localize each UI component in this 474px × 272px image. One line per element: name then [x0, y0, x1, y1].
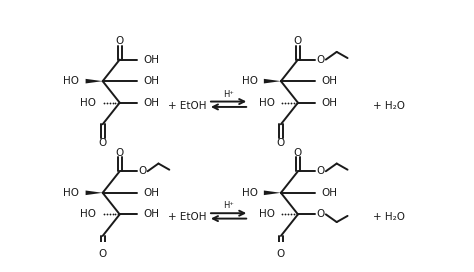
Polygon shape [86, 79, 103, 84]
Text: HO: HO [81, 209, 96, 219]
Text: O: O [138, 166, 146, 176]
Text: OH: OH [321, 188, 337, 198]
Text: + EtOH: + EtOH [168, 212, 206, 222]
Text: + EtOH: + EtOH [168, 101, 206, 111]
Text: H⁺: H⁺ [223, 201, 234, 210]
Text: O: O [277, 138, 285, 148]
Text: O: O [317, 55, 325, 64]
Text: HO: HO [242, 188, 258, 198]
Text: HO: HO [64, 188, 80, 198]
Text: O: O [99, 249, 107, 259]
Text: O: O [294, 36, 302, 46]
Text: O: O [317, 209, 325, 219]
Text: O: O [277, 249, 285, 259]
Text: + H₂O: + H₂O [373, 101, 405, 111]
Text: O: O [317, 166, 325, 176]
Text: O: O [294, 148, 302, 158]
Polygon shape [264, 190, 281, 195]
Text: OH: OH [143, 76, 159, 86]
Text: OH: OH [143, 55, 159, 64]
Text: HO: HO [242, 76, 258, 86]
Text: H⁺: H⁺ [223, 90, 234, 99]
Text: HO: HO [64, 76, 80, 86]
Text: O: O [99, 138, 107, 148]
Polygon shape [264, 79, 281, 84]
Text: O: O [116, 148, 124, 158]
Text: HO: HO [259, 98, 275, 108]
Text: OH: OH [321, 98, 337, 108]
Text: HO: HO [259, 209, 275, 219]
Text: HO: HO [81, 98, 96, 108]
Text: OH: OH [143, 98, 159, 108]
Text: OH: OH [143, 188, 159, 198]
Text: + H₂O: + H₂O [373, 212, 405, 222]
Text: OH: OH [321, 76, 337, 86]
Text: O: O [116, 36, 124, 46]
Polygon shape [86, 190, 103, 195]
Text: OH: OH [143, 209, 159, 219]
